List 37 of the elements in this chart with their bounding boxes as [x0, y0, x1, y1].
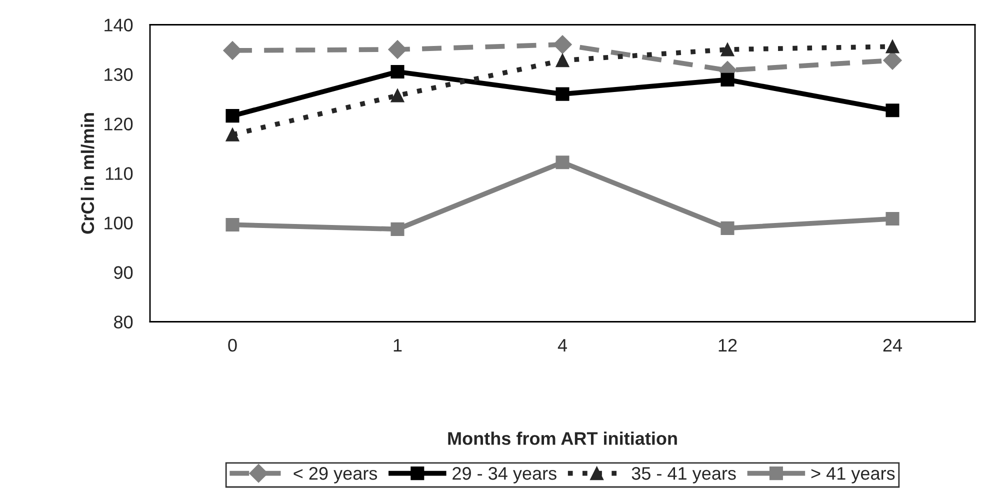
point — [720, 221, 734, 235]
point — [223, 41, 242, 60]
x-tick-label: 1 — [394, 339, 402, 352]
y-tick-label: 90 — [114, 266, 133, 279]
point — [883, 51, 902, 70]
x-tick-label: 4 — [558, 339, 567, 352]
legend-label: 29 - 34 years — [452, 467, 556, 484]
point — [226, 109, 240, 123]
y-axis-title: CrCl in ml/min — [80, 113, 94, 234]
point — [886, 40, 900, 54]
point — [720, 42, 734, 56]
x-tick-label: 12 — [718, 338, 737, 352]
y-tick-label: 130 — [104, 68, 133, 81]
legend-label: 35 - 41 years — [632, 467, 736, 484]
point — [720, 72, 734, 86]
y-tick-label: 100 — [104, 216, 133, 230]
x-tick-label: 24 — [883, 338, 902, 352]
point — [390, 65, 404, 79]
y-tick-label: 120 — [104, 118, 133, 130]
y-tick-label: 110 — [106, 167, 133, 180]
y-tick-label: 80 — [114, 316, 133, 328]
y-tick-label: 140 — [104, 18, 133, 32]
point — [556, 54, 570, 68]
point — [886, 104, 900, 118]
x-tick-label: 0 — [228, 338, 237, 352]
point — [226, 218, 240, 232]
legend-label: < 29 years — [294, 467, 378, 484]
point — [556, 156, 570, 170]
point — [388, 40, 407, 59]
legend-label: > 41 years — [811, 467, 895, 484]
point — [556, 87, 570, 101]
point — [553, 35, 572, 54]
point — [390, 222, 404, 236]
point — [226, 128, 240, 142]
x-axis-title: Months from ART initiation — [448, 432, 677, 445]
point — [886, 212, 900, 226]
point — [390, 88, 404, 102]
